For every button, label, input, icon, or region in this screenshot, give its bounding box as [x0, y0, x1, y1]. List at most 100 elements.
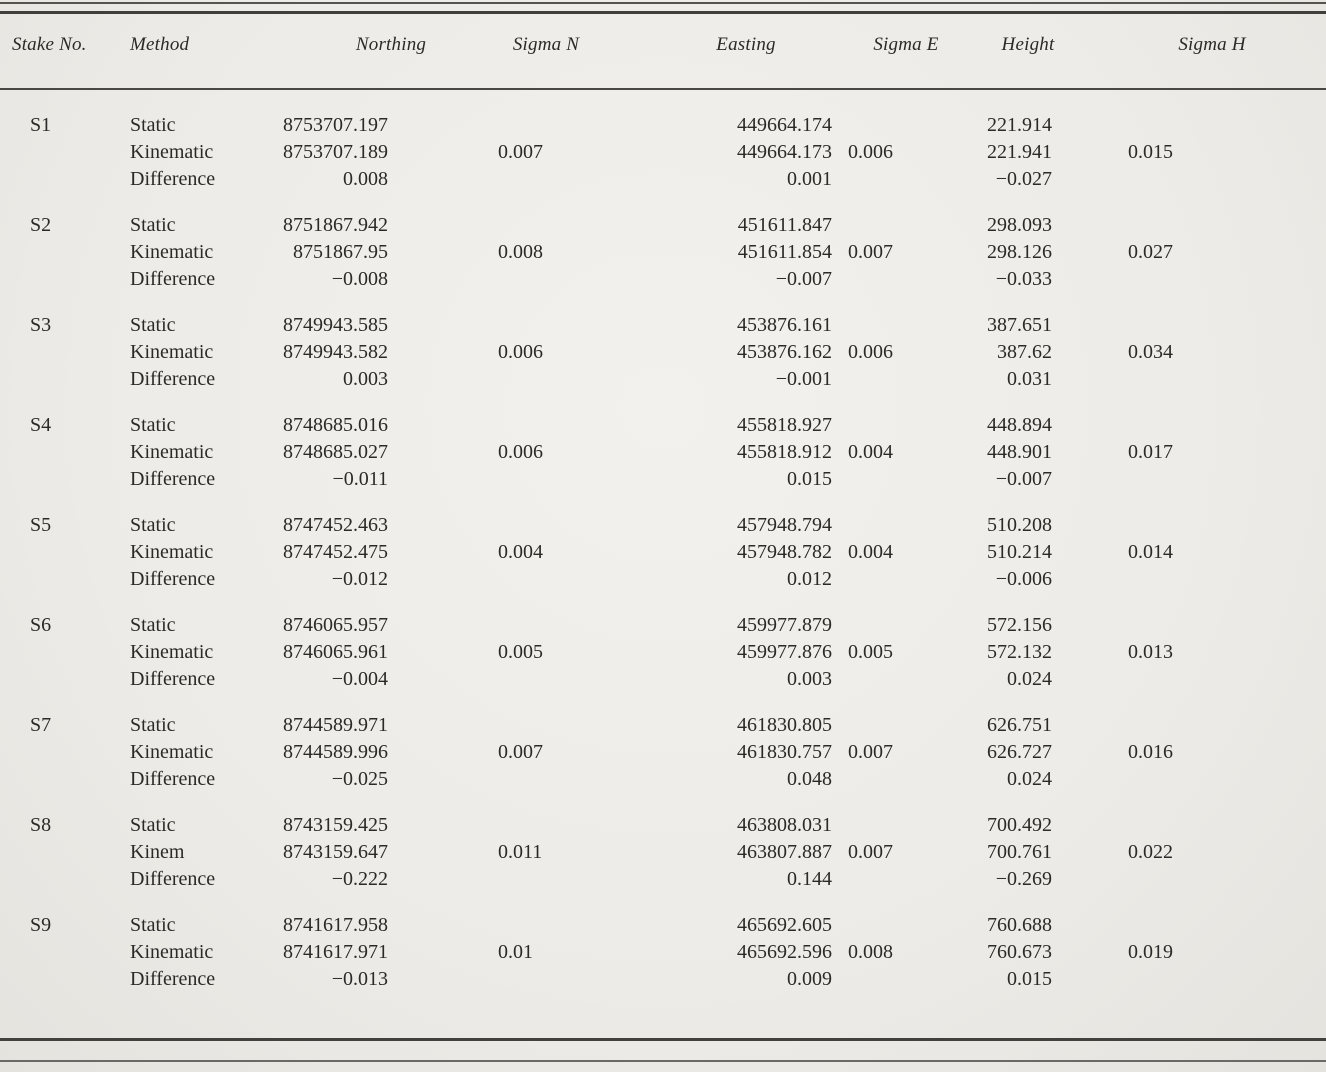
- table-row: Difference −0.013 0.009 0.015: [12, 966, 1314, 993]
- cell-easting: 0.001: [787, 168, 832, 190]
- cell-method: Static: [130, 514, 176, 536]
- cell-stake-no: S4: [30, 414, 52, 436]
- cell-stake-no: [12, 366, 102, 393]
- cell-stake-no: [12, 766, 102, 793]
- stake-group: S7 Static 8744589.971 461830.805 626.751…: [12, 712, 1314, 793]
- cell-stake-no: [12, 966, 102, 993]
- cell-sigma-n: [402, 666, 562, 693]
- stake-group: S3 Static 8749943.585 453876.161 387.651…: [12, 312, 1314, 393]
- results-table-body: S1 Static 8753707.197 449664.174 221.914…: [12, 112, 1314, 993]
- cell-easting: 0.003: [787, 668, 832, 690]
- cell-northing: −0.013: [331, 968, 388, 990]
- cell-sigma-n: [402, 912, 562, 939]
- cell-northing: 8747452.463: [283, 514, 388, 536]
- cell-stake-no: [12, 939, 102, 966]
- cell-height: 760.673: [987, 941, 1052, 963]
- cell-northing: 8749943.582: [283, 341, 388, 363]
- table-row: Kinematic 8753707.189 0.007 449664.173 0…: [12, 139, 1314, 166]
- cell-easting: 451611.854: [737, 241, 832, 263]
- cell-northing: 8743159.647: [283, 841, 388, 863]
- cell-stake-no: [12, 239, 102, 266]
- cell-stake-no: [12, 839, 102, 866]
- cell-sigma-e: [842, 312, 962, 339]
- table-row: Kinematic 8751867.95 0.008 451611.854 0.…: [12, 239, 1314, 266]
- cell-method: Difference: [130, 668, 216, 690]
- cell-northing: 8746065.961: [283, 641, 388, 663]
- cell-sigma-n: [402, 712, 562, 739]
- cell-sigma-n: [402, 312, 562, 339]
- cell-method: Difference: [130, 268, 216, 290]
- column-header-easting: Easting: [716, 34, 776, 55]
- table-row: Difference 0.008 0.001 −0.027: [12, 166, 1314, 193]
- cell-height: 0.015: [1007, 968, 1052, 990]
- table-row: S6 Static 8746065.957 459977.879 572.156: [12, 612, 1314, 639]
- cell-sigma-e: 0.004: [848, 541, 893, 563]
- cell-sigma-e: [842, 266, 962, 293]
- cell-height: 572.132: [987, 641, 1052, 663]
- cell-easting: 457948.782: [737, 541, 832, 563]
- cell-northing: 0.008: [343, 168, 388, 190]
- cell-height: −0.033: [995, 268, 1052, 290]
- cell-height: 626.751: [987, 714, 1052, 736]
- cell-method: Kinematic: [130, 141, 214, 163]
- cell-sigma-n: [402, 866, 562, 893]
- cell-method: Difference: [130, 868, 216, 890]
- cell-sigma-n: 0.007: [498, 741, 543, 763]
- cell-sigma-h: [1062, 812, 1314, 839]
- table-row: S1 Static 8753707.197 449664.174 221.914: [12, 112, 1314, 139]
- cell-sigma-e: [842, 666, 962, 693]
- cell-sigma-n: [402, 166, 562, 193]
- cell-easting: 461830.757: [737, 741, 832, 763]
- table-row: Kinematic 8741617.971 0.01 465692.596 0.…: [12, 939, 1314, 966]
- cell-easting: 459977.879: [737, 614, 832, 636]
- cell-sigma-h: [1062, 612, 1314, 639]
- cell-sigma-h: [1062, 666, 1314, 693]
- cell-sigma-e: [842, 366, 962, 393]
- cell-northing: −0.008: [331, 268, 388, 290]
- cell-method: Kinematic: [130, 941, 214, 963]
- cell-method: Kinematic: [130, 541, 214, 563]
- table-row: Kinem 8743159.647 0.011 463807.887 0.007…: [12, 839, 1314, 866]
- cell-sigma-h: [1062, 166, 1314, 193]
- cell-easting: −0.007: [775, 268, 832, 290]
- cell-stake-no: S5: [30, 514, 52, 536]
- cell-easting: 0.009: [787, 968, 832, 990]
- cell-stake-no: [12, 139, 102, 166]
- cell-method: Difference: [130, 468, 216, 490]
- cell-sigma-n: [402, 412, 562, 439]
- cell-height: 760.688: [987, 914, 1052, 936]
- cell-stake-no: [12, 539, 102, 566]
- cell-sigma-n: 0.007: [498, 141, 543, 163]
- cell-sigma-e: [842, 966, 962, 993]
- cell-height: 298.126: [987, 241, 1052, 263]
- cell-sigma-h: [1062, 366, 1314, 393]
- cell-height: 510.208: [987, 514, 1052, 536]
- cell-easting: −0.001: [775, 368, 832, 390]
- table-row: S7 Static 8744589.971 461830.805 626.751: [12, 712, 1314, 739]
- column-header-stake-no: Stake No.: [12, 34, 87, 55]
- column-header-height: Height: [1001, 34, 1055, 55]
- cell-northing: 8744589.971: [283, 714, 388, 736]
- cell-sigma-n: [402, 612, 562, 639]
- column-header-sigma-n: Sigma N: [512, 34, 580, 55]
- table-row: Difference −0.025 0.048 0.024: [12, 766, 1314, 793]
- cell-stake-no: [12, 866, 102, 893]
- cell-height: 221.941: [987, 141, 1052, 163]
- stake-group: S4 Static 8748685.016 455818.927 448.894…: [12, 412, 1314, 493]
- cell-northing: −0.012: [331, 568, 388, 590]
- cell-method: Difference: [130, 168, 216, 190]
- cell-easting: 461830.805: [737, 714, 832, 736]
- header-separator-rule: [0, 88, 1326, 90]
- cell-stake-no: S7: [30, 714, 52, 736]
- cell-stake-no: [12, 166, 102, 193]
- cell-sigma-e: [842, 712, 962, 739]
- cell-method: Kinematic: [130, 641, 214, 663]
- cell-sigma-h: [1062, 712, 1314, 739]
- cell-sigma-e: 0.007: [848, 741, 893, 763]
- cell-easting: 465692.596: [737, 941, 832, 963]
- table-row: Kinematic 8747452.475 0.004 457948.782 0…: [12, 539, 1314, 566]
- cell-sigma-n: [402, 466, 562, 493]
- cell-sigma-h: [1062, 266, 1314, 293]
- cell-easting: 465692.605: [737, 914, 832, 936]
